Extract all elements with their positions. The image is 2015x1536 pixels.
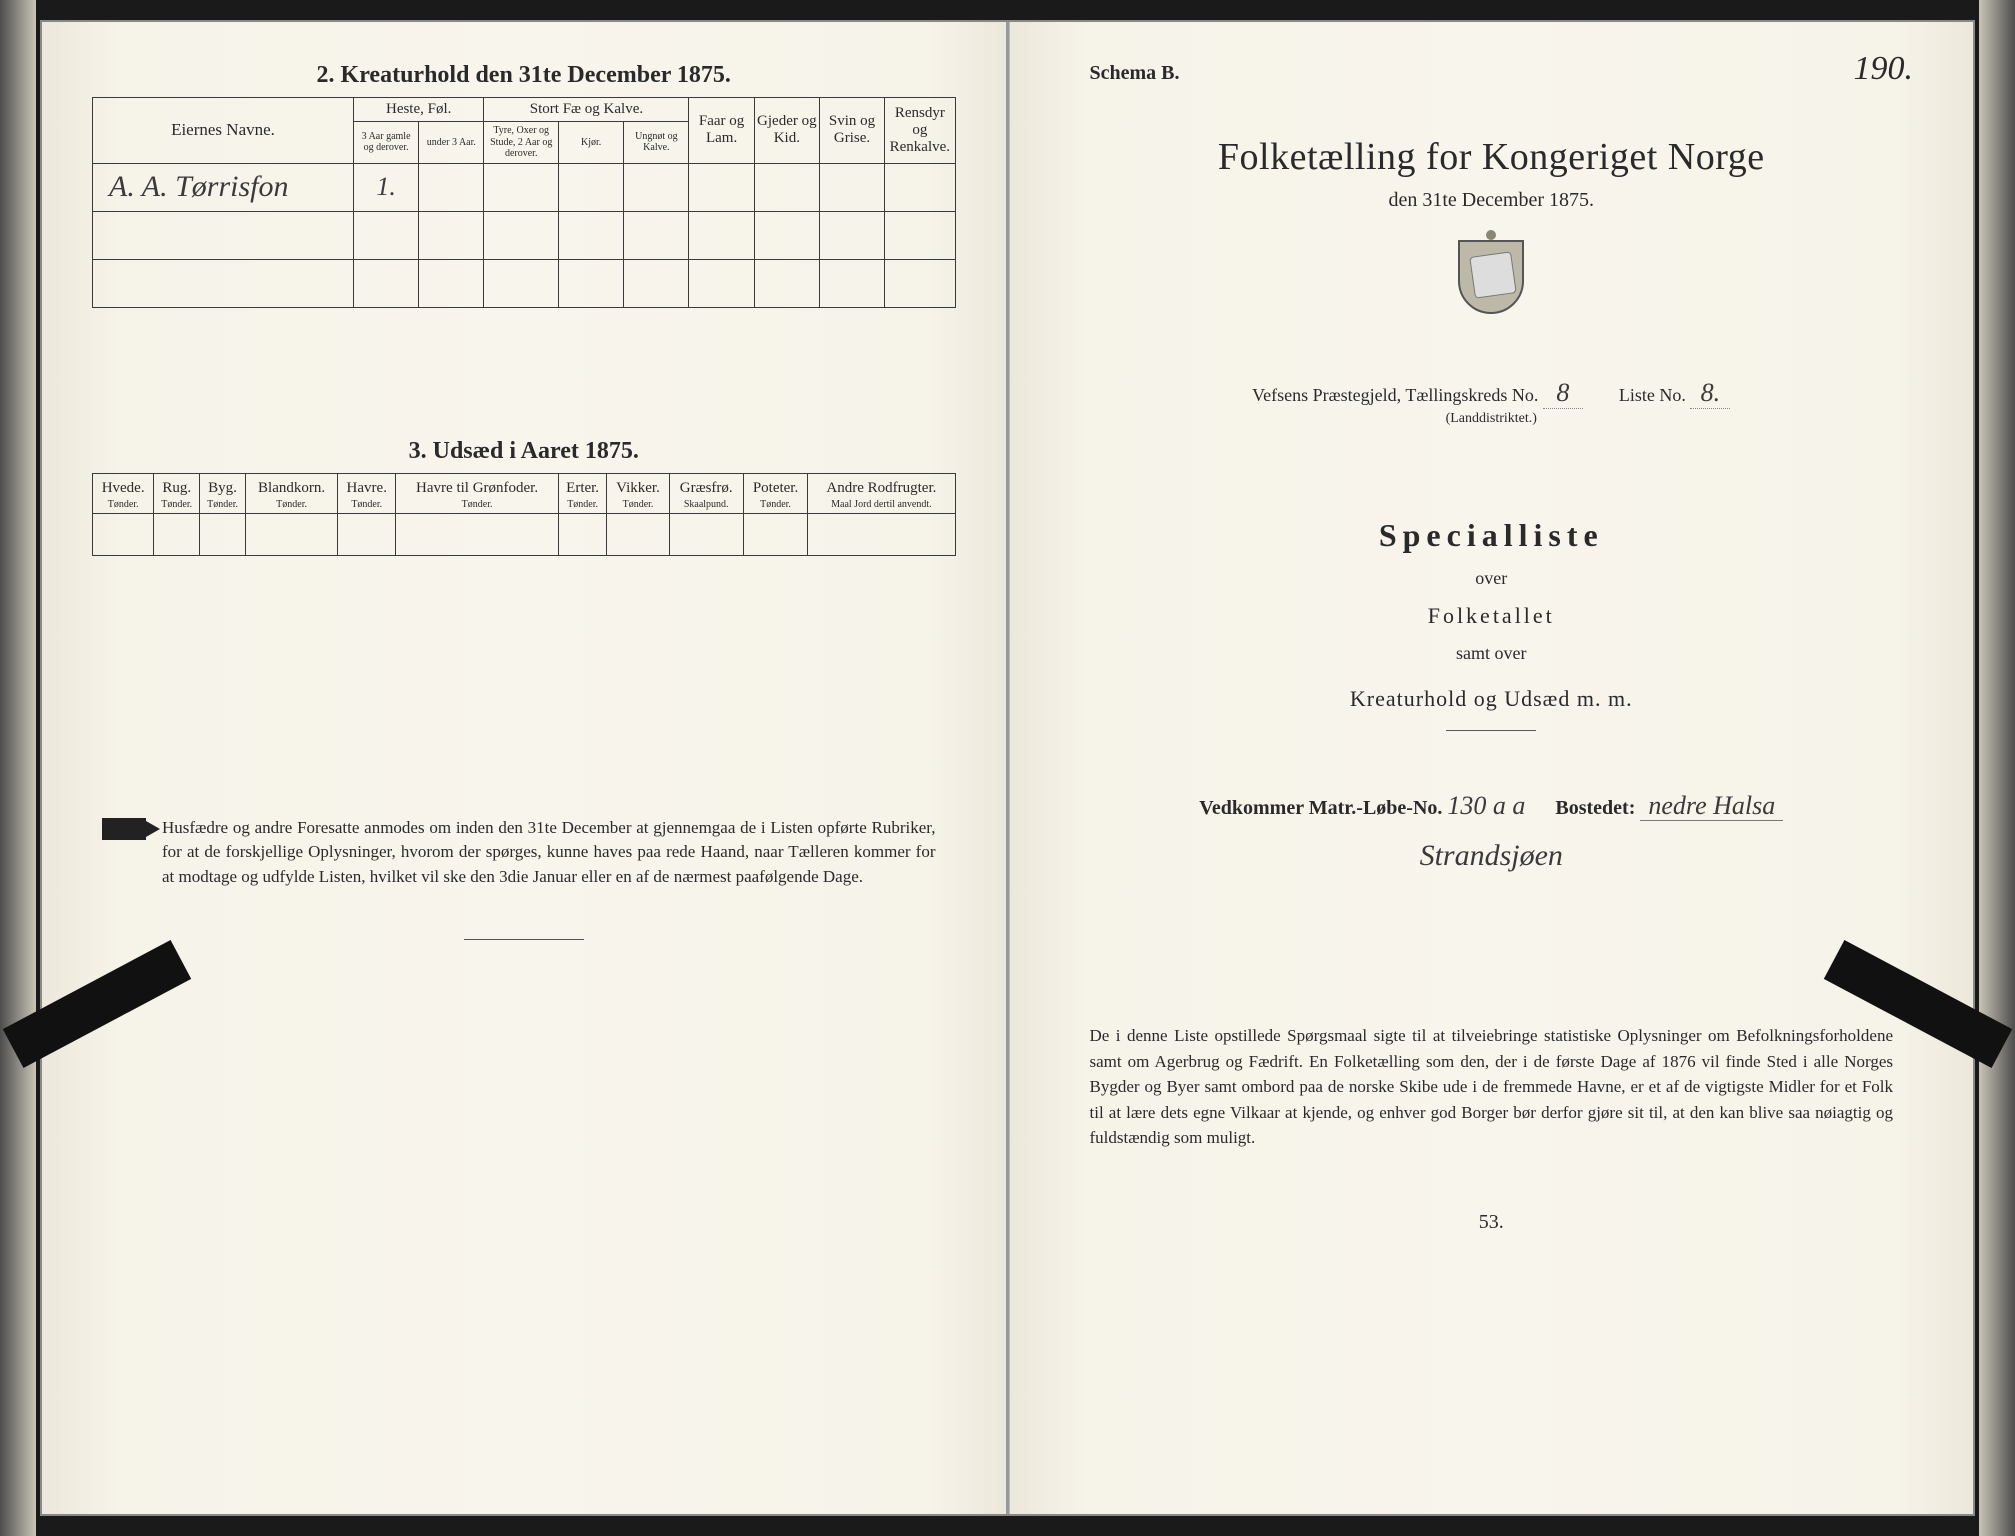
row-stort-c xyxy=(624,163,689,211)
row-owner: A. A. Tørrisfon xyxy=(93,163,354,211)
col-havre-gron: Havre til Grønfoder.Tønder. xyxy=(396,473,559,513)
kreds-no: 8 xyxy=(1543,378,1583,409)
col-blandkorn: Blandkorn.Tønder. xyxy=(245,473,337,513)
col-rug: Rug.Tønder. xyxy=(154,473,200,513)
sub-heste-b: under 3 Aar. xyxy=(419,122,484,164)
col-havre: Havre.Tønder. xyxy=(338,473,396,513)
bottom-number: 53. xyxy=(1060,1211,1924,1234)
footnote: Husfædre og andre Foresatte anmodes om i… xyxy=(92,816,956,890)
col-hvede: Hvede.Tønder. xyxy=(93,473,154,513)
col-poteter: Poteter.Tønder. xyxy=(743,473,808,513)
kreds-line: Vefsens Præstegjeld, Tællingskreds No. 8… xyxy=(1060,378,1924,427)
special-samt: samt over xyxy=(1060,643,1924,664)
open-book: 2. Kreaturhold den 31te December 1875. E… xyxy=(40,20,1975,1516)
sub-heste-a: 3 Aar gamle og derover. xyxy=(353,122,418,164)
col-erter: Erter.Tønder. xyxy=(558,473,607,513)
row-faar xyxy=(689,163,754,211)
special-folke: Folketallet xyxy=(1060,603,1924,629)
book-edge-right xyxy=(1979,0,2015,1536)
right-page: Schema B. 190. Folketælling for Kongerig… xyxy=(1009,22,1974,1514)
group-ren: Rensdyr og Renkalve. xyxy=(885,98,955,164)
row-stort-b xyxy=(559,163,624,211)
matr-val: 130 a a xyxy=(1447,791,1525,820)
col-vikker: Vikker.Tønder. xyxy=(607,473,669,513)
bosted-label: Bostedet: xyxy=(1555,797,1635,819)
group-gjeder: Gjeder og Kid. xyxy=(754,98,819,164)
coat-of-arms-icon xyxy=(1447,240,1535,340)
bottom-paragraph: De i denne Liste opstillede Spørgsmaal s… xyxy=(1060,1023,1924,1151)
left-page: 2. Kreaturhold den 31te December 1875. E… xyxy=(42,22,1009,1514)
row-ren xyxy=(885,163,955,211)
sub-stort-c: Ungnøt og Kalve. xyxy=(624,122,689,164)
pointing-hand-icon xyxy=(102,818,146,840)
udsaed-table: Hvede.Tønder. Rug.Tønder. Byg.Tønder. Bl… xyxy=(92,473,956,556)
udsaed-header-row: Hvede.Tønder. Rug.Tønder. Byg.Tønder. Bl… xyxy=(93,473,956,513)
row-heste-a: 1. xyxy=(353,163,418,211)
footnote-text: Husfædre og andre Foresatte anmodes om i… xyxy=(162,818,936,886)
schema-label: Schema B. xyxy=(1090,62,1924,85)
book-edge-left xyxy=(0,0,36,1536)
strand-handwriting: Strandsjøen xyxy=(1060,839,1924,873)
special-over: over xyxy=(1060,568,1924,589)
kreds-pre: Vefsens Præstegjeld, Tællingskreds No. xyxy=(1252,385,1538,405)
col-andre: Andre Rodfrugter.Maal Jord dertil anvend… xyxy=(808,473,955,513)
sub-stort-b: Kjør. xyxy=(559,122,624,164)
row-stort-a xyxy=(484,163,559,211)
section2-title: 2. Kreaturhold den 31te December 1875. xyxy=(92,62,956,89)
sub-stort-a: Tyre, Oxer og Stude, 2 Aar og derover. xyxy=(484,122,559,164)
group-svin: Svin og Grise. xyxy=(819,98,884,164)
kreatur-table: Eiernes Navne. Heste, Føl. Stort Fæ og K… xyxy=(92,97,956,308)
matr-label: Vedkommer Matr.-Løbe-No. xyxy=(1199,797,1442,819)
specialliste-block: Specialliste over Folketallet samt over … xyxy=(1060,517,1924,731)
divider xyxy=(1446,730,1536,731)
row-svin xyxy=(819,163,884,211)
divider xyxy=(464,939,584,940)
section3-title: 3. Udsæd i Aaret 1875. xyxy=(92,438,956,465)
group-faar: Faar og Lam. xyxy=(689,98,754,164)
owner-header: Eiernes Navne. xyxy=(93,98,354,164)
row-gjeder xyxy=(754,163,819,211)
special-kreat: Kreaturhold og Udsæd m. m. xyxy=(1060,686,1924,712)
group-stort: Stort Fæ og Kalve. xyxy=(484,98,689,122)
specialliste-title: Specialliste xyxy=(1060,517,1924,554)
kreds-sub: (Landdistriktet.) xyxy=(1060,411,1924,427)
group-heste: Heste, Føl. xyxy=(353,98,483,122)
census-date: den 31te December 1875. xyxy=(1060,189,1924,212)
liste-label: Liste No. xyxy=(1619,385,1686,405)
census-title: Folketælling for Kongeriget Norge xyxy=(1060,135,1924,179)
empty-cell xyxy=(93,259,354,307)
row-heste-b xyxy=(419,163,484,211)
bosted-line: Vedkommer Matr.-Løbe-No. 130 a a Bostede… xyxy=(1060,791,1924,821)
bosted-val: nedre Halsa xyxy=(1640,791,1783,821)
liste-no: 8. xyxy=(1690,378,1730,409)
empty-cell xyxy=(93,211,354,259)
col-byg: Byg.Tønder. xyxy=(200,473,246,513)
page-number: 190. xyxy=(1854,50,1914,88)
col-graesfro: Græsfrø.Skaalpund. xyxy=(669,473,743,513)
